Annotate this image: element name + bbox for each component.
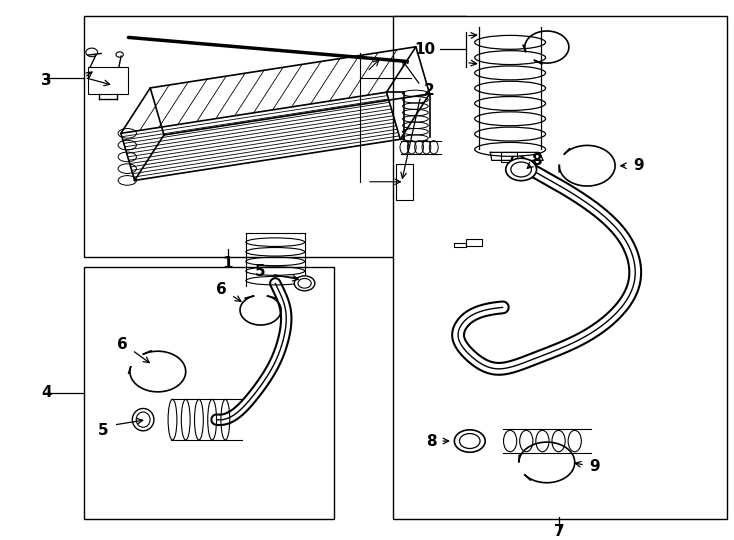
Ellipse shape xyxy=(294,276,315,291)
Text: 5: 5 xyxy=(255,264,266,279)
Ellipse shape xyxy=(475,97,545,111)
Text: 5: 5 xyxy=(98,423,108,438)
Bar xyxy=(466,240,482,246)
Ellipse shape xyxy=(475,66,545,80)
Text: 1: 1 xyxy=(222,255,233,271)
Text: 6: 6 xyxy=(117,338,128,352)
Bar xyxy=(84,16,466,256)
Bar xyxy=(396,164,413,200)
Ellipse shape xyxy=(475,112,545,126)
Bar xyxy=(501,152,517,162)
Ellipse shape xyxy=(137,412,150,427)
Ellipse shape xyxy=(475,81,545,95)
Ellipse shape xyxy=(511,162,531,177)
Text: 8: 8 xyxy=(426,434,437,449)
Ellipse shape xyxy=(475,36,545,49)
Text: 3: 3 xyxy=(41,73,51,87)
Ellipse shape xyxy=(459,434,480,449)
Ellipse shape xyxy=(506,158,537,181)
Bar xyxy=(393,16,727,518)
Text: 10: 10 xyxy=(415,42,435,57)
Bar xyxy=(88,67,128,93)
Text: 9: 9 xyxy=(633,158,644,173)
Ellipse shape xyxy=(132,408,154,431)
Text: 2: 2 xyxy=(424,83,435,98)
Text: 8: 8 xyxy=(531,153,542,168)
Ellipse shape xyxy=(298,279,311,288)
Ellipse shape xyxy=(454,430,485,453)
Ellipse shape xyxy=(475,51,545,65)
Text: 7: 7 xyxy=(554,524,564,539)
Bar xyxy=(84,267,334,518)
Text: 6: 6 xyxy=(217,282,227,297)
Text: 4: 4 xyxy=(41,386,51,401)
Ellipse shape xyxy=(475,143,545,156)
Text: 9: 9 xyxy=(589,458,600,474)
Ellipse shape xyxy=(475,127,545,141)
